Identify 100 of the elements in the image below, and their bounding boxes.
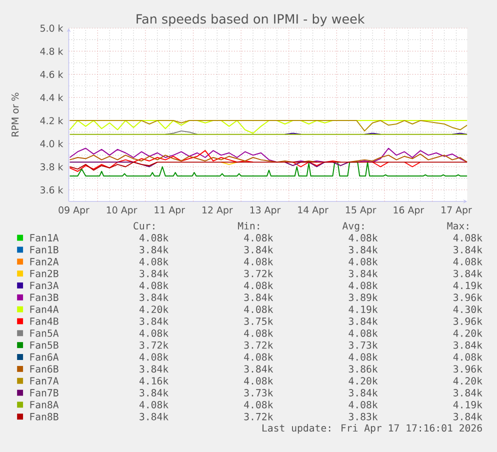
- legend-label: Fan2B: [30, 270, 58, 278]
- text: 4.08k: [244, 353, 274, 361]
- legend-label: Fan3A: [30, 282, 59, 290]
- text: 4.08k: [139, 329, 168, 337]
- x-tick-label: 09 Apr: [58, 206, 90, 216]
- text: 4.08k: [244, 329, 274, 337]
- text: 3.96k: [454, 293, 482, 302]
- y-tick-label: 3.8 k: [40, 163, 64, 170]
- text: 4.08k: [453, 258, 482, 266]
- line-series: [69, 162, 468, 176]
- y-tick-label: 5.0 k: [40, 24, 64, 32]
- text: 3.84k: [454, 388, 482, 396]
- text: 3.72k: [140, 341, 168, 349]
- text: 4.08k: [348, 234, 378, 242]
- text: 4.20k: [453, 376, 482, 385]
- text: 3.84k: [140, 246, 168, 254]
- legend-label: Fan7B: [30, 389, 58, 396]
- text: 3.84k: [454, 412, 482, 420]
- legend-label: Fan7A: [30, 377, 59, 385]
- text: 4.08k: [244, 282, 274, 290]
- x-tick-label: 11 Apr: [154, 206, 186, 216]
- x-tick-label: 17 Apr: [442, 206, 472, 216]
- text: 4.08k: [139, 234, 168, 242]
- x-tick-label: 13 Apr: [250, 206, 281, 216]
- text: 4.08k: [244, 234, 274, 242]
- text: 4.08k: [139, 282, 168, 290]
- text: 3.84k: [140, 270, 168, 278]
- x-tick-label: 15 Apr: [346, 206, 376, 216]
- text: 3.84k: [348, 246, 378, 254]
- text: Avg:: [342, 222, 364, 232]
- text: 3.73k: [348, 341, 378, 349]
- text: 3.96k: [454, 364, 482, 373]
- text: 4.19k: [348, 305, 378, 313]
- text: 3.84k: [454, 270, 482, 278]
- text: 3.84k: [244, 293, 274, 302]
- text: 4.08k: [244, 376, 274, 385]
- legend-label: Fan6A: [30, 353, 59, 361]
- legend-label: Fan2A: [30, 258, 59, 266]
- legend-label: Fan5B: [30, 341, 58, 349]
- text: 4.08k: [453, 234, 482, 242]
- text: 3.73k: [244, 388, 274, 396]
- text: 3.84k: [140, 388, 168, 396]
- text: 3.72k: [244, 341, 274, 349]
- y-tick-label: 4.0 k: [40, 140, 64, 148]
- text: 4.20k: [453, 329, 482, 337]
- text: 4.16k: [139, 376, 168, 385]
- text: 4.08k: [348, 282, 378, 290]
- text: 4.08k: [348, 258, 378, 266]
- x-tick-label: 14 Apr: [298, 206, 328, 216]
- text: Max:: [447, 222, 468, 230]
- text: 4.08k: [348, 353, 378, 361]
- text: Last update: Fri Apr 17 17:16:01 2026: [262, 424, 482, 434]
- y-tick-label: 4.2 k: [40, 116, 64, 124]
- text: 3.84k: [454, 246, 482, 254]
- text: 3.96k: [454, 317, 482, 325]
- y-tick-label: 4.6 k: [40, 70, 64, 78]
- text: 4.08k: [139, 258, 168, 266]
- text: 3.84k: [244, 246, 274, 254]
- y-tick-label: 4.4 k: [40, 94, 64, 101]
- text: 3.75k: [244, 317, 274, 325]
- text: 3.84k: [348, 270, 378, 278]
- x-tick-label: 16 Apr: [394, 206, 424, 216]
- text: 3.84k: [140, 364, 168, 373]
- text: 3.84k: [348, 388, 378, 396]
- text: Cur:: [134, 222, 154, 230]
- text: 3.89k: [348, 293, 378, 302]
- y-axis-title: RPM or %: [12, 92, 19, 136]
- text: 3.84k: [140, 412, 168, 420]
- text: Min:: [238, 222, 259, 230]
- text: 4.08k: [348, 329, 378, 337]
- text: 3.72k: [244, 412, 274, 420]
- text: 4.30k: [453, 305, 482, 313]
- y-tick-label: 4.8 k: [40, 48, 64, 55]
- text: 3.83k: [348, 412, 378, 420]
- text: 4.08k: [244, 258, 274, 266]
- text: 3.84k: [244, 364, 274, 373]
- text: 3.86k: [348, 364, 378, 373]
- text: 4.20k: [139, 305, 168, 313]
- text: 3.72k: [244, 270, 274, 278]
- text: 4.08k: [139, 353, 168, 361]
- legend-label: Fan1B: [30, 246, 58, 254]
- text: 3.84k: [140, 317, 168, 325]
- x-tick-label: 12 Apr: [202, 206, 233, 216]
- chart-title: Fan speeds based on IPMI - by week: [136, 14, 365, 26]
- y-tick-label: 3.6 k: [40, 186, 64, 194]
- text: 4.08k: [348, 400, 378, 408]
- text: 4.08k: [453, 353, 482, 361]
- text: 3.84k: [348, 317, 378, 325]
- text: 4.08k: [244, 400, 274, 408]
- legend-label: Fan6B: [30, 365, 58, 373]
- legend-label: Fan4A: [30, 306, 59, 313]
- text: 4.19k: [453, 282, 482, 290]
- text: 4.08k: [244, 305, 274, 313]
- legend-label: Fan4B: [30, 318, 58, 325]
- legend-label: Fan3B: [30, 294, 58, 302]
- legend-label: Fan5A: [30, 330, 59, 337]
- legend-label: Fan8B: [30, 412, 58, 420]
- text: 3.84k: [140, 293, 168, 302]
- text: 4.20k: [348, 376, 378, 385]
- legend-label: Fan1A: [30, 234, 59, 242]
